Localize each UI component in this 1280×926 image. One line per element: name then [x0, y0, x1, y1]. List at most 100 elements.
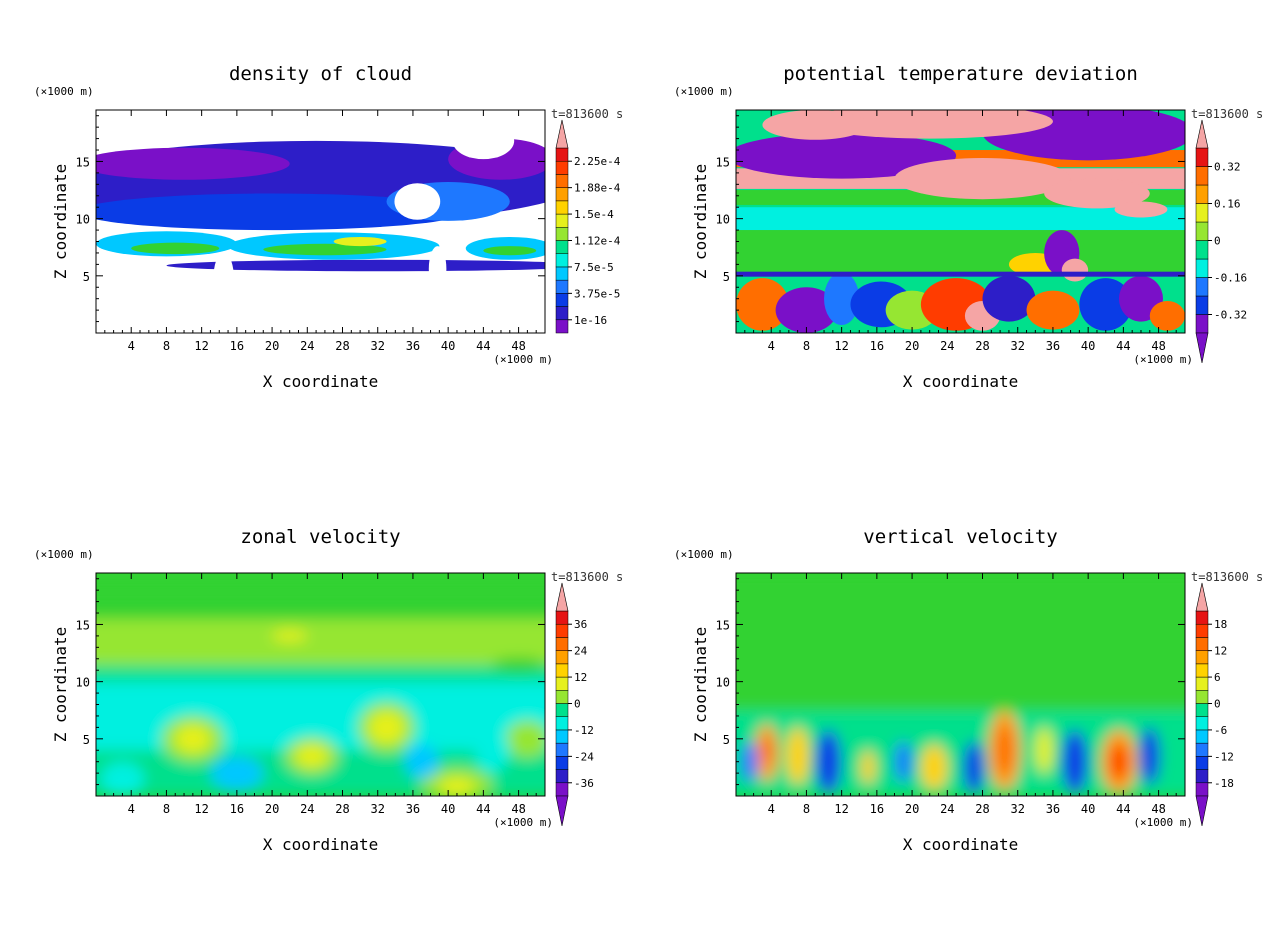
- colorbar-segment: [555, 742, 569, 757]
- colorbar-tick-label: 0: [574, 698, 581, 711]
- heatmap-blob: [483, 246, 537, 256]
- heatmap-blob: [100, 761, 145, 796]
- x-unit-label: (×1000 m): [1133, 353, 1193, 366]
- heatmap-blob: [272, 630, 308, 642]
- heatmap-blob: [96, 193, 466, 231]
- heatmap-empty-region: [494, 215, 534, 234]
- colorbar-tick-label: -12: [1214, 750, 1234, 763]
- heatmap-blob: [982, 275, 1036, 322]
- heatmap-blob: [1061, 729, 1089, 794]
- x-tick-label: 40: [1081, 802, 1095, 816]
- colorbar-segment: [555, 729, 569, 744]
- colorbar-segment: [1195, 676, 1209, 691]
- colorbar-tick-label: 1e-16: [574, 314, 607, 327]
- colorbar-segment: [555, 213, 569, 228]
- heatmap-empty-region: [96, 274, 545, 333]
- plot-frame: [95, 109, 546, 334]
- colorbar-segment: [1195, 663, 1209, 678]
- x-tick-label: 28: [975, 802, 989, 816]
- x-tick-label: 4: [768, 339, 775, 353]
- x-tick-label: 44: [1116, 802, 1130, 816]
- x-tick-label: 48: [511, 802, 525, 816]
- colorbar-segment: [1195, 258, 1209, 278]
- x-tick-label: 20: [265, 339, 279, 353]
- heatmap-blob: [295, 744, 328, 768]
- colorbar-segment: [1195, 203, 1209, 223]
- x-tick-label: 16: [870, 802, 884, 816]
- heatmap-band: [96, 590, 545, 619]
- heatmap-blob: [1035, 727, 1053, 774]
- heatmap-blob: [505, 720, 545, 758]
- x-unit-label: (×1000 m): [493, 816, 553, 829]
- colorbar-segment: [1195, 637, 1209, 651]
- panel-1: density of cloud(×1000 m)t=813600 s4 8 12 1…: [34, 63, 623, 391]
- colorbar-segment: [555, 266, 569, 281]
- panel-title: potential temperature deviation: [783, 63, 1138, 85]
- colorbar-tick-label: 1.12e-4: [574, 235, 621, 248]
- x-tick-label: 36: [1046, 802, 1060, 816]
- colorbar-tick-label: 0: [1214, 698, 1221, 711]
- panel-4: vertical velocity(×1000 m)t=813600 s4 8 12…: [674, 526, 1263, 854]
- colorbar-segment: [555, 306, 569, 321]
- y-tick-label: 10: [76, 213, 90, 227]
- y-tick-label: 10: [716, 213, 730, 227]
- heatmap-blob: [894, 741, 913, 783]
- heatmap-blob: [131, 242, 220, 255]
- colorbar-tick-label: 12: [574, 671, 587, 684]
- y-unit-label: (×1000 m): [674, 85, 734, 98]
- colorbar-tick-label: 18: [1214, 618, 1227, 631]
- heatmap-band: [736, 573, 1185, 711]
- colorbar: -18 -12 -6 0 6 12 18: [1195, 582, 1234, 827]
- x-tick-label: 12: [834, 339, 848, 353]
- heatmap-blob: [762, 110, 869, 140]
- heatmap-band: [736, 207, 1185, 231]
- y-tick-label: 10: [76, 676, 90, 690]
- colorbar-segment: [555, 703, 569, 717]
- x-tick-label: 24: [300, 339, 314, 353]
- heatmap-blob: [815, 729, 842, 794]
- heatmap-blob: [96, 147, 290, 180]
- x-tick-label: 48: [511, 339, 525, 353]
- colorbar-segment: [555, 756, 569, 770]
- time-label: t=813600 s: [551, 570, 623, 584]
- heatmap-blob: [333, 236, 387, 247]
- heatmap-blob: [1110, 743, 1128, 780]
- colorbar-segment: [1195, 147, 1209, 167]
- colorbar-segment: [1195, 650, 1209, 665]
- colorbar-segment: [555, 650, 569, 665]
- colorbar-segment: [555, 147, 569, 162]
- x-tick-label: 44: [1116, 339, 1130, 353]
- x-tick-label: 20: [905, 802, 919, 816]
- heatmap-blob: [1079, 278, 1133, 331]
- y-tick-label: 5: [83, 270, 90, 284]
- x-tick-label: 20: [905, 339, 919, 353]
- x-tick-label: 48: [1151, 802, 1165, 816]
- heatmap-field: [96, 573, 545, 796]
- colorbar-segment: [555, 676, 569, 691]
- colorbar: -0.32 -0.16 0 0.16 0.32: [1195, 119, 1247, 364]
- colorbar-segment: [1195, 184, 1209, 204]
- colorbar-max-arrow: [1195, 119, 1209, 149]
- x-tick-label: 24: [940, 339, 954, 353]
- heatmap-blob: [1044, 178, 1150, 209]
- colorbar-tick-label: -0.16: [1214, 272, 1247, 285]
- heatmap-blob: [995, 725, 1014, 776]
- plot-frame: [735, 109, 1186, 334]
- colorbar-tick-label: 1.88e-4: [574, 182, 621, 195]
- y-tick-label: 15: [716, 618, 730, 632]
- colorbar-max-arrow: [555, 582, 569, 612]
- colorbar-segment: [1195, 716, 1209, 731]
- heatmap-blob: [210, 755, 264, 791]
- y-tick-label: 5: [83, 733, 90, 747]
- colorbar-segment: [555, 200, 569, 215]
- x-unit-label: (×1000 m): [1133, 816, 1193, 829]
- x-tick-label: 16: [230, 339, 244, 353]
- heatmap-blob: [492, 657, 545, 672]
- heatmap-empty-region: [452, 122, 515, 160]
- colorbar-segment: [1195, 769, 1209, 784]
- heatmap-blob: [806, 110, 1053, 139]
- heatmap-blob: [368, 711, 405, 744]
- heatmap-blob: [736, 132, 957, 179]
- colorbar-segment: [1195, 703, 1209, 717]
- y-axis-label: Z coordinate: [51, 627, 70, 743]
